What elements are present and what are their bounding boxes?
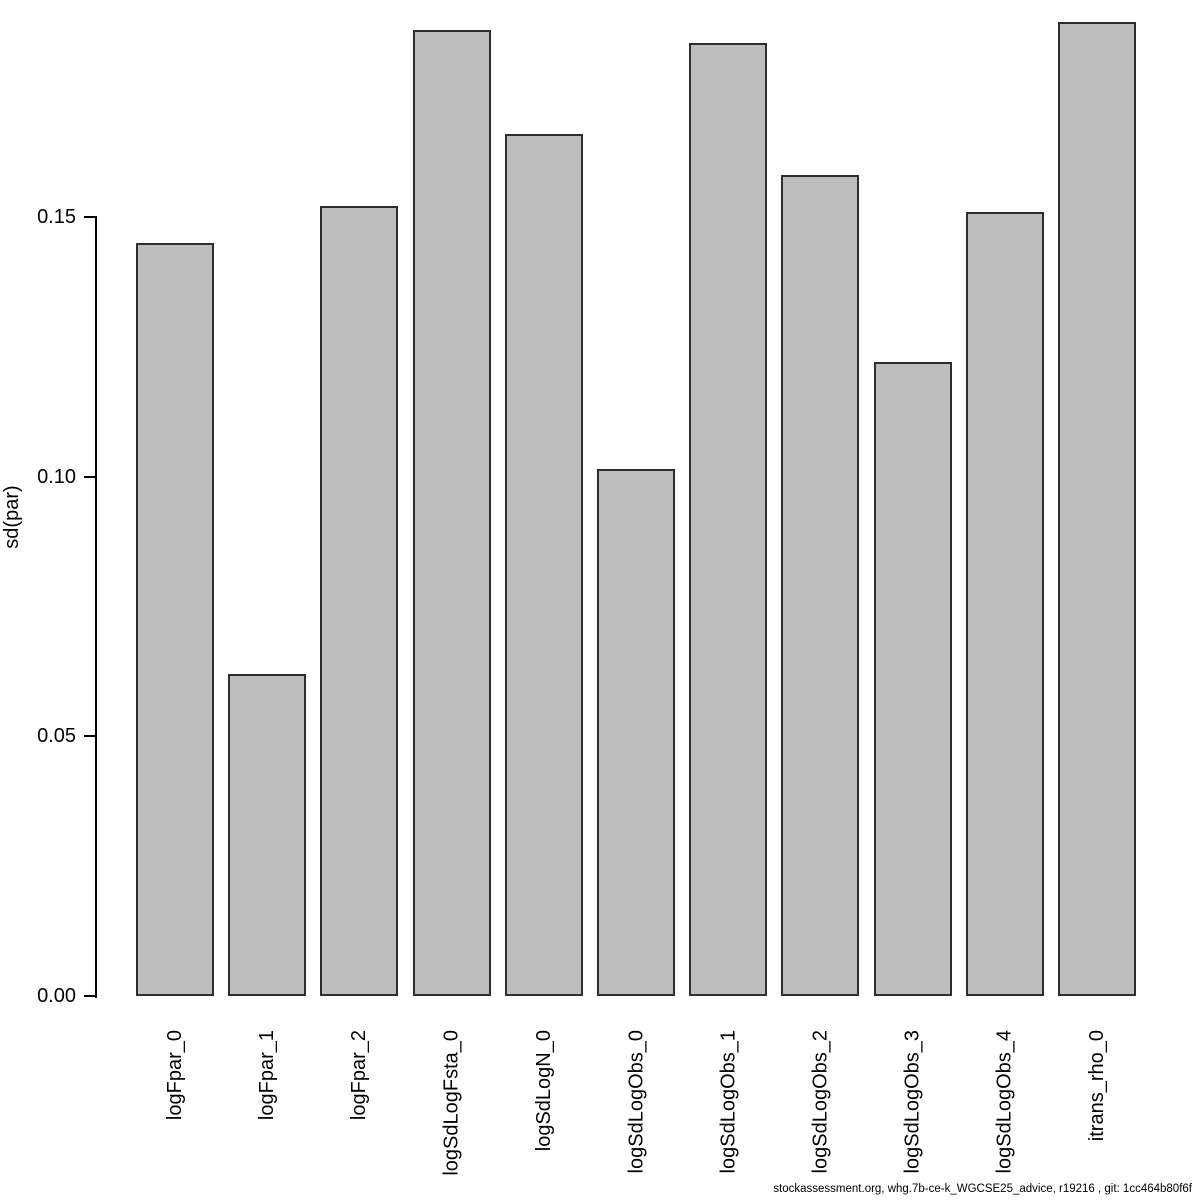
x-axis-label-logFpar_0: logFpar_0 xyxy=(164,1030,186,1121)
bar-logSdLogN_0 xyxy=(504,133,583,996)
y-tick-mark xyxy=(84,215,96,218)
x-axis-label-itrans_rho_0: itrans_rho_0 xyxy=(1086,1030,1108,1142)
y-axis-title: sd(par) xyxy=(1,485,23,549)
y-tick-label: 0.05 xyxy=(37,725,76,748)
bar-logSdLogObs_2 xyxy=(781,175,860,996)
x-axis-label-logSdLogObs_1: logSdLogObs_1 xyxy=(717,1030,740,1174)
bar-logFpar_2 xyxy=(320,206,399,996)
bar-logSdLogFsta_0 xyxy=(412,29,491,996)
y-tick-mark xyxy=(84,995,96,997)
y-tick-label: 0.10 xyxy=(37,465,76,488)
x-axis-label-logFpar_1: logFpar_1 xyxy=(256,1030,279,1121)
y-tick-label: 0.00 xyxy=(37,985,76,1007)
footer-attribution: stockassessment.org, whg.7b-ce-k_WGCSE25… xyxy=(773,1183,1192,1195)
y-tick-mark xyxy=(84,735,96,738)
bar-logFpar_0 xyxy=(136,242,214,996)
bar-logSdLogObs_1 xyxy=(689,42,768,996)
y-tick-label: 0.15 xyxy=(37,205,76,228)
y-tick-mark xyxy=(84,475,96,478)
bar-logSdLogObs_4 xyxy=(965,211,1044,996)
y-axis-line xyxy=(95,216,97,998)
bar-logFpar_1 xyxy=(228,673,307,996)
bar-logSdLogObs_0 xyxy=(597,468,675,996)
x-axis-label-logSdLogObs_4: logSdLogObs_4 xyxy=(993,1030,1016,1174)
x-axis-label-logSdLogFsta_0: logSdLogFsta_0 xyxy=(440,1030,463,1176)
x-axis-label-logSdLogObs_2: logSdLogObs_2 xyxy=(809,1030,832,1174)
x-axis-label-logFpar_2: logFpar_2 xyxy=(348,1030,371,1121)
bar-itrans_rho_0 xyxy=(1058,22,1136,996)
x-axis-label-logSdLogObs_0: logSdLogObs_0 xyxy=(625,1030,647,1174)
x-axis-label-logSdLogN_0: logSdLogN_0 xyxy=(532,1030,555,1152)
bar-logSdLogObs_3 xyxy=(873,362,952,996)
x-axis-label-logSdLogObs_3: logSdLogObs_3 xyxy=(901,1030,924,1174)
